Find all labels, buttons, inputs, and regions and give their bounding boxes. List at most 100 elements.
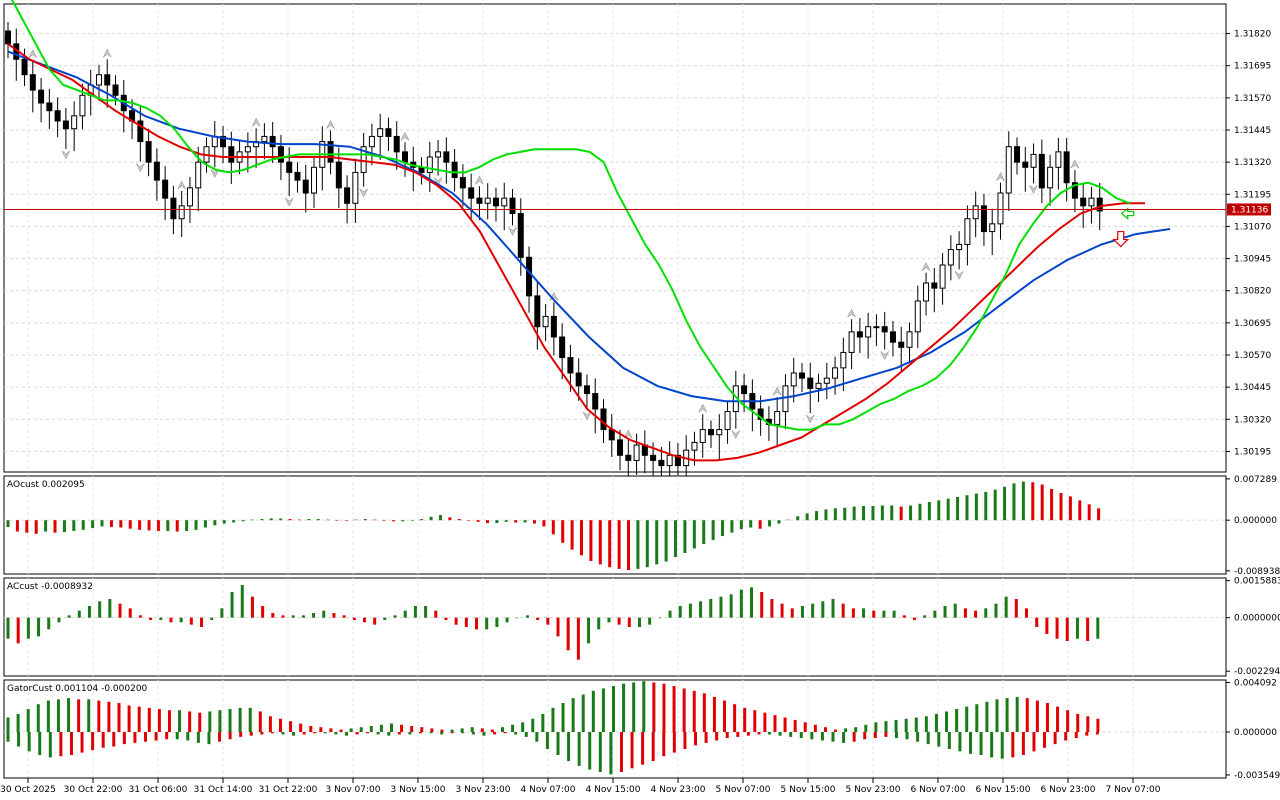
candle[interactable]	[352, 158, 359, 223]
candle[interactable]	[484, 183, 491, 220]
candle[interactable]	[848, 319, 855, 370]
candle[interactable]	[178, 191, 185, 237]
candle[interactable]	[162, 166, 169, 221]
candle[interactable]	[360, 132, 367, 187]
candle[interactable]	[385, 117, 392, 152]
candle[interactable]	[344, 175, 351, 224]
gator-panel[interactable]: 0.004092 0.000000 -0.003549 GatorCust 0.001…	[3, 679, 1280, 781]
candle[interactable]	[906, 322, 913, 362]
candle[interactable]	[881, 311, 888, 350]
candle[interactable]	[1047, 154, 1054, 206]
candle[interactable]	[476, 186, 483, 221]
candle[interactable]	[583, 374, 590, 410]
candle[interactable]	[964, 205, 971, 266]
candle[interactable]	[38, 77, 45, 123]
candle[interactable]	[633, 433, 640, 475]
candle[interactable]	[972, 191, 979, 238]
price-panel[interactable]: 1.31820 1.31695 1.31570 1.31445 1.31320 1.311…	[3, 0, 1271, 497]
candle[interactable]	[46, 88, 53, 129]
candle[interactable]	[889, 320, 896, 357]
y-tick-label: -0.003549	[1234, 771, 1280, 781]
candle[interactable]	[1088, 186, 1095, 224]
candle[interactable]	[807, 362, 814, 414]
candle[interactable]	[592, 378, 599, 434]
candle[interactable]	[368, 123, 375, 166]
candle[interactable]	[468, 173, 475, 221]
candle[interactable]	[153, 148, 160, 201]
candle[interactable]	[947, 235, 954, 281]
candle[interactable]	[757, 395, 764, 436]
fractal-down-arrow	[731, 430, 741, 440]
fractal-down-arrow	[508, 227, 517, 236]
candle[interactable]	[823, 362, 830, 400]
candle[interactable]	[54, 97, 61, 138]
candle[interactable]	[815, 373, 822, 403]
candle[interactable]	[327, 130, 334, 175]
candle[interactable]	[1030, 143, 1037, 184]
candle[interactable]	[1080, 183, 1087, 229]
candle[interactable]	[145, 128, 152, 177]
candle[interactable]	[840, 337, 847, 392]
candle[interactable]	[137, 106, 144, 162]
candle[interactable]	[426, 141, 433, 192]
candle[interactable]	[989, 208, 996, 256]
candle[interactable]	[550, 302, 557, 356]
candle[interactable]	[1005, 131, 1012, 211]
candle[interactable]	[708, 420, 715, 448]
candle[interactable]	[939, 253, 946, 305]
candle[interactable]	[261, 123, 268, 160]
candle[interactable]	[997, 182, 1004, 240]
candle[interactable]	[95, 64, 102, 101]
candle[interactable]	[559, 323, 566, 380]
candle[interactable]	[790, 357, 797, 403]
candle[interactable]	[294, 162, 301, 193]
candle[interactable]	[186, 176, 193, 223]
candle[interactable]	[898, 326, 905, 372]
candle[interactable]	[526, 246, 533, 313]
candle[interactable]	[459, 164, 466, 207]
candle[interactable]	[393, 121, 400, 170]
candle[interactable]	[666, 441, 673, 482]
candle[interactable]	[170, 185, 177, 235]
candle[interactable]	[492, 187, 499, 222]
histogram-bar-positive	[852, 506, 856, 521]
candle[interactable]	[798, 362, 805, 392]
candle[interactable]	[865, 312, 872, 359]
candle[interactable]	[956, 231, 963, 270]
candle[interactable]	[542, 304, 549, 342]
candle[interactable]	[377, 113, 384, 160]
candle[interactable]	[62, 108, 69, 149]
candle[interactable]	[774, 397, 781, 448]
candle[interactable]	[617, 429, 624, 471]
candle[interactable]	[311, 157, 318, 208]
candle[interactable]	[832, 356, 839, 395]
candle[interactable]	[716, 414, 723, 460]
candle[interactable]	[509, 188, 516, 226]
ac-panel[interactable]: 0.0015883 0.0000000 -0.0022942 ACcust -0.00…	[3, 577, 1280, 678]
candle[interactable]	[29, 59, 36, 113]
candle[interactable]	[1022, 146, 1029, 192]
candle[interactable]	[501, 182, 508, 231]
candle[interactable]	[1014, 137, 1021, 175]
candle[interactable]	[873, 314, 880, 347]
candle[interactable]	[244, 132, 251, 173]
candle[interactable]	[856, 318, 863, 354]
histogram-bar-negative	[577, 732, 581, 766]
candle[interactable]	[699, 414, 706, 458]
candle[interactable]	[980, 193, 987, 246]
candle[interactable]	[1071, 170, 1078, 213]
candle[interactable]	[302, 164, 309, 213]
candle[interactable]	[931, 267, 938, 313]
candle[interactable]	[443, 137, 450, 184]
candle[interactable]	[1063, 138, 1070, 202]
candle[interactable]	[575, 358, 582, 401]
candle[interactable]	[1038, 139, 1045, 204]
candle[interactable]	[71, 101, 78, 152]
ao-panel[interactable]: 0.007289 0.000000 -0.008938 AOcust 0.002095	[3, 475, 1280, 577]
candle[interactable]	[451, 149, 458, 192]
candle[interactable]	[1055, 137, 1062, 190]
candle[interactable]	[914, 285, 921, 349]
candle[interactable]	[923, 272, 930, 316]
candle[interactable]	[534, 280, 541, 350]
candle[interactable]	[724, 401, 731, 444]
